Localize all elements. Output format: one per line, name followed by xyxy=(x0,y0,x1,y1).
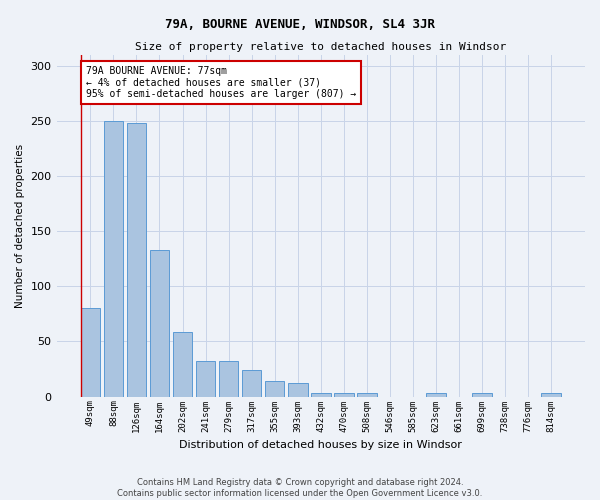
Title: Size of property relative to detached houses in Windsor: Size of property relative to detached ho… xyxy=(135,42,506,52)
Bar xyxy=(472,394,492,396)
Bar xyxy=(357,394,377,396)
Bar xyxy=(334,394,353,396)
X-axis label: Distribution of detached houses by size in Windsor: Distribution of detached houses by size … xyxy=(179,440,462,450)
Bar xyxy=(426,394,446,396)
Bar xyxy=(288,384,308,396)
Bar xyxy=(242,370,262,396)
Bar xyxy=(149,250,169,396)
Text: 79A BOURNE AVENUE: 77sqm
← 4% of detached houses are smaller (37)
95% of semi-de: 79A BOURNE AVENUE: 77sqm ← 4% of detache… xyxy=(86,66,356,99)
Bar xyxy=(265,381,284,396)
Bar xyxy=(104,121,123,396)
Bar xyxy=(173,332,193,396)
Bar xyxy=(311,394,331,396)
Bar xyxy=(541,394,561,396)
Bar xyxy=(80,308,100,396)
Bar xyxy=(127,123,146,396)
Bar xyxy=(196,362,215,396)
Text: 79A, BOURNE AVENUE, WINDSOR, SL4 3JR: 79A, BOURNE AVENUE, WINDSOR, SL4 3JR xyxy=(165,18,435,30)
Text: Contains HM Land Registry data © Crown copyright and database right 2024.
Contai: Contains HM Land Registry data © Crown c… xyxy=(118,478,482,498)
Y-axis label: Number of detached properties: Number of detached properties xyxy=(15,144,25,308)
Bar xyxy=(219,362,238,396)
